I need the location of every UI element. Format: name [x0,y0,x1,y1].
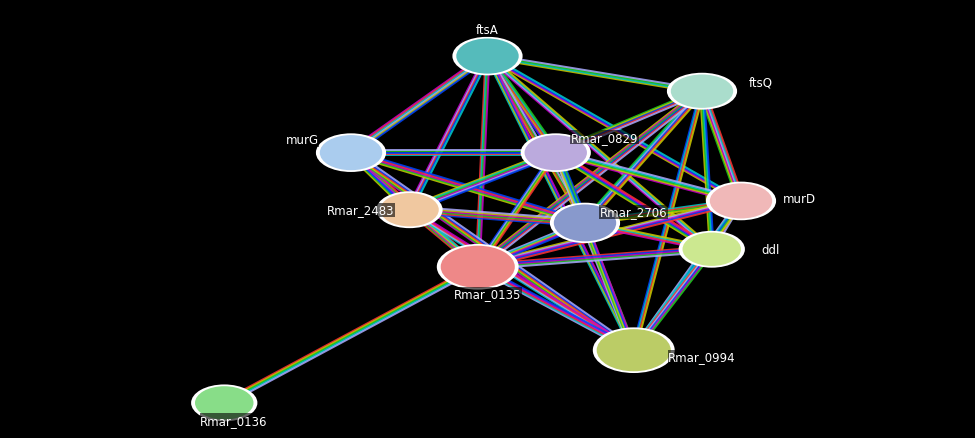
Text: ftsQ: ftsQ [749,77,772,90]
Ellipse shape [682,233,741,266]
Text: Rmar_2706: Rmar_2706 [600,206,668,219]
Ellipse shape [376,192,443,229]
Ellipse shape [706,182,776,221]
Text: Rmar_2483: Rmar_2483 [327,204,395,217]
Text: murG: murG [286,134,319,147]
Ellipse shape [380,194,439,227]
Ellipse shape [667,74,737,110]
Text: murD: murD [783,193,816,206]
Text: ddl: ddl [761,243,779,256]
Ellipse shape [597,329,671,371]
Text: Rmar_0136: Rmar_0136 [200,414,268,427]
Ellipse shape [554,205,616,242]
Ellipse shape [441,246,515,288]
Ellipse shape [710,184,772,219]
Ellipse shape [191,385,257,421]
Ellipse shape [550,203,620,244]
Ellipse shape [525,136,587,171]
Ellipse shape [521,134,591,173]
Ellipse shape [195,386,254,420]
Ellipse shape [671,75,733,109]
Ellipse shape [679,231,745,268]
Ellipse shape [456,39,519,74]
Ellipse shape [437,244,519,290]
Ellipse shape [316,134,386,173]
Ellipse shape [593,328,675,373]
Text: Rmar_0135: Rmar_0135 [453,288,522,301]
Text: Rmar_0829: Rmar_0829 [570,131,639,145]
Text: ftsA: ftsA [476,24,499,37]
Ellipse shape [452,38,523,76]
Text: Rmar_0994: Rmar_0994 [668,350,736,364]
Ellipse shape [320,136,382,171]
